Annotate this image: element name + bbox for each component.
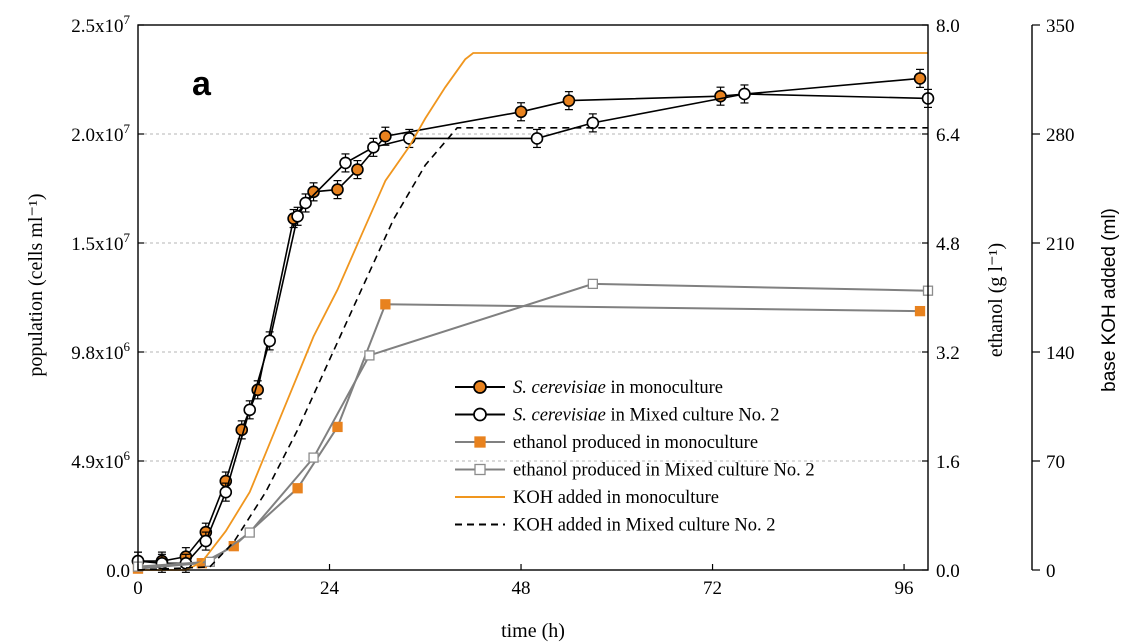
tick-layer: 0 24 48 72 96 0.0 4.9x106 9.8x106 1.5x107 2.0x107… bbox=[71, 12, 1074, 599]
legend-swatch-marker bbox=[473, 380, 487, 394]
legend-label: ethanol produced in monoculture bbox=[513, 433, 758, 453]
legend: S. cerevisiae in monoculture S. cerevisia… bbox=[455, 378, 815, 536]
data-point bbox=[291, 210, 304, 223]
data-point bbox=[913, 72, 927, 85]
data-point bbox=[587, 278, 598, 290]
legend-item-0: S. cerevisiae in monoculture bbox=[455, 378, 723, 398]
data-point bbox=[299, 196, 312, 210]
series-4 bbox=[138, 52, 928, 571]
data-point bbox=[244, 527, 255, 538]
legend-item-1: S. cerevisiae in Mixed culture No. 2 bbox=[455, 406, 779, 426]
y-right1-tick-label: 4.8 bbox=[936, 234, 960, 255]
y-left-tick-label: 4.9x106 bbox=[71, 448, 130, 473]
legend-item-3: ethanol produced in Mixed culture No. 2 bbox=[455, 461, 815, 481]
y-right2-tick-label: 280 bbox=[1046, 125, 1075, 146]
data-point bbox=[307, 185, 320, 199]
y-left-tick-label: 9.8x106 bbox=[71, 339, 130, 364]
x-axis-label: time (h) bbox=[501, 620, 565, 642]
y-right1-tick-label: 3.2 bbox=[936, 343, 960, 364]
plot-frame bbox=[137, 24, 929, 571]
legend-label: S. cerevisiae in Mixed culture No. 2 bbox=[513, 406, 779, 426]
series-1 bbox=[131, 84, 935, 573]
y-left-tick-label: 0.0 bbox=[106, 561, 130, 582]
legend-item-2: ethanol produced in monoculture bbox=[455, 433, 758, 453]
x-tick-label: 72 bbox=[703, 578, 722, 599]
data-point bbox=[530, 132, 544, 145]
legend-swatch-marker bbox=[473, 407, 487, 422]
series-layer bbox=[131, 52, 935, 574]
y-right1-tick-label: 8.0 bbox=[936, 16, 960, 37]
legend-label: KOH added in monoculture bbox=[513, 488, 719, 508]
legend-swatch-marker bbox=[474, 463, 486, 476]
series-line bbox=[137, 93, 929, 565]
data-point bbox=[351, 163, 364, 176]
y-right2-tick-label: 0 bbox=[1046, 561, 1056, 582]
y-left-tick-label: 2.0x107 bbox=[71, 121, 130, 146]
y-left-axis-label: population (cells ml⁻¹) bbox=[25, 193, 47, 376]
axes bbox=[137, 24, 1033, 571]
data-point bbox=[308, 452, 319, 463]
legend-label: KOH added in Mixed culture No. 2 bbox=[513, 516, 776, 536]
series-5 bbox=[137, 127, 928, 571]
y-left-tick-label: 2.5x107 bbox=[71, 12, 130, 37]
panel-label: a bbox=[192, 65, 212, 103]
y-left-tick-label: 1.5x107 bbox=[71, 230, 130, 255]
data-point bbox=[586, 116, 600, 130]
y-right1-tick-label: 0.0 bbox=[936, 561, 960, 582]
legend-item-5: KOH added in Mixed culture No. 2 bbox=[455, 516, 776, 536]
data-point bbox=[914, 305, 926, 317]
legend-item-4: KOH added in monoculture bbox=[455, 488, 719, 508]
x-tick-label: 0 bbox=[133, 578, 143, 599]
data-point bbox=[379, 129, 392, 143]
data-point bbox=[380, 299, 391, 310]
data-point bbox=[332, 421, 343, 433]
y-right2-tick-label: 350 bbox=[1046, 16, 1075, 37]
data-point bbox=[367, 141, 380, 154]
x-tick-label: 48 bbox=[512, 578, 531, 599]
x-tick-label: 24 bbox=[320, 578, 340, 599]
y-right2-tick-label: 210 bbox=[1046, 234, 1075, 255]
data-point bbox=[339, 156, 352, 170]
data-point bbox=[219, 485, 233, 499]
x-tick-label: 96 bbox=[895, 578, 914, 599]
data-point bbox=[204, 556, 215, 567]
data-point bbox=[738, 87, 751, 101]
data-point bbox=[199, 534, 213, 548]
y-right2-tick-label: 70 bbox=[1046, 452, 1065, 473]
data-point bbox=[292, 483, 303, 494]
y-right2-axis-label: base KOH added (ml) bbox=[1099, 208, 1120, 392]
data-point bbox=[331, 183, 344, 196]
series-line bbox=[137, 127, 928, 571]
data-point bbox=[514, 105, 528, 119]
legend-label: S. cerevisiae in monoculture bbox=[513, 378, 723, 398]
y-right1-tick-label: 1.6 bbox=[936, 452, 960, 473]
data-point bbox=[364, 350, 375, 361]
legend-swatch-marker bbox=[474, 436, 486, 448]
y-right1-tick-label: 6.4 bbox=[936, 125, 960, 146]
series-line bbox=[138, 52, 928, 571]
y-right2-tick-label: 140 bbox=[1046, 343, 1075, 364]
y-right1-axis-label: ethanol (g l⁻¹) bbox=[985, 243, 1007, 357]
legend-label: ethanol produced in Mixed culture No. 2 bbox=[513, 461, 815, 481]
data-point bbox=[562, 94, 576, 107]
data-point bbox=[243, 403, 257, 417]
data-point bbox=[263, 334, 276, 348]
